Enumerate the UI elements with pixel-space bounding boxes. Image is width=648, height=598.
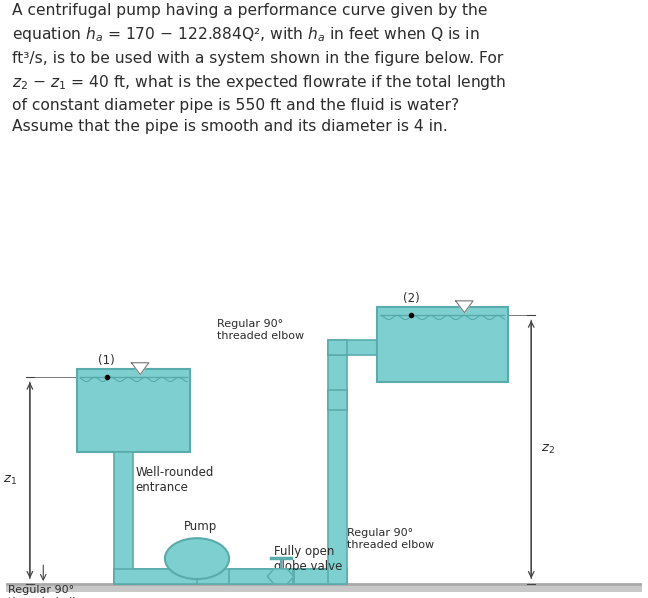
Polygon shape (132, 363, 149, 374)
Bar (328, 340, 378, 355)
Text: Pump: Pump (184, 520, 217, 533)
Bar (229, 569, 293, 584)
Text: (1): (1) (98, 354, 115, 367)
Bar (114, 569, 197, 584)
Bar (6, 584, 642, 592)
Bar (328, 347, 347, 584)
Bar (294, 569, 347, 584)
Text: Regular 90°
threaded elbow: Regular 90° threaded elbow (8, 585, 95, 598)
Bar (328, 340, 347, 355)
Text: Regular 90°
threaded elbow: Regular 90° threaded elbow (347, 529, 435, 550)
Text: $z_1$: $z_1$ (3, 474, 16, 487)
Text: $z_2$: $z_2$ (541, 443, 555, 456)
Text: Fully open
globe valve: Fully open globe valve (274, 545, 342, 573)
Polygon shape (456, 301, 473, 313)
Bar (114, 569, 338, 584)
Ellipse shape (165, 538, 229, 579)
Bar (76, 368, 191, 452)
Polygon shape (268, 569, 294, 584)
Text: Regular 90°
threaded elbow: Regular 90° threaded elbow (217, 319, 304, 341)
Text: Well-rounded
entrance: Well-rounded entrance (135, 465, 214, 493)
Text: (2): (2) (402, 292, 419, 305)
Text: A centrifugal pump having a performance curve given by the
equation $h_a$ = 170 : A centrifugal pump having a performance … (12, 3, 506, 135)
Bar (328, 390, 347, 410)
Bar (114, 452, 133, 584)
Bar (378, 307, 508, 382)
